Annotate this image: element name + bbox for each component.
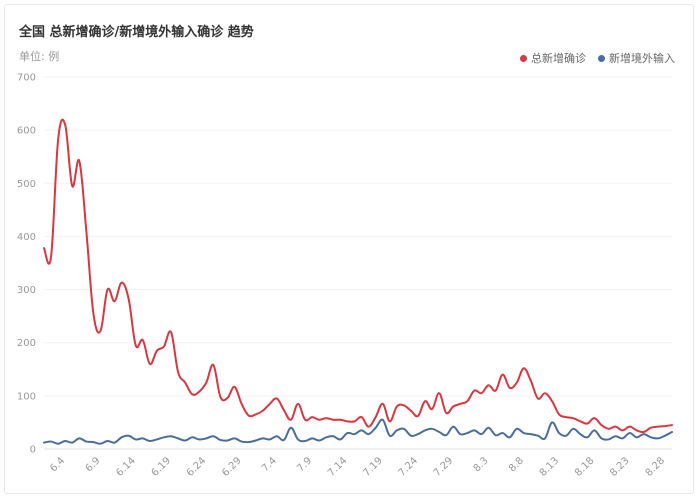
x-tick-label: 7.9 bbox=[295, 455, 314, 474]
y-tick-label: 0 bbox=[30, 445, 36, 456]
y-tick-label: 400 bbox=[17, 232, 36, 243]
legend-item-total[interactable]: 总新增确诊 bbox=[520, 50, 586, 66]
x-tick-label: 8.28 bbox=[644, 455, 668, 479]
x-tick-label: 6.9 bbox=[84, 455, 103, 474]
x-tick-label: 6.24 bbox=[185, 455, 209, 479]
legend-dot-total bbox=[520, 54, 527, 62]
x-tick-label: 8.8 bbox=[507, 455, 526, 474]
y-tick-label: 100 bbox=[17, 391, 36, 402]
y-tick-label: 700 bbox=[17, 73, 36, 84]
x-tick-label: 8.23 bbox=[608, 455, 632, 479]
x-tick-label: 8.18 bbox=[573, 455, 597, 479]
legend-label-imported: 新增境外输入 bbox=[609, 52, 675, 65]
series-line-imported bbox=[43, 418, 673, 445]
chart-title: 全国 总新增确诊/新增境外输入确诊 趋势 bbox=[19, 25, 254, 40]
legend-item-imported[interactable]: 新增境外输入 bbox=[598, 50, 675, 66]
unit-label: 单位: 例 bbox=[19, 50, 60, 63]
y-tick-label: 300 bbox=[17, 285, 36, 296]
x-tick-label: 7.24 bbox=[397, 455, 421, 479]
x-tick-label: 8.3 bbox=[472, 455, 491, 474]
x-tick-label: 7.4 bbox=[260, 455, 279, 474]
chart-card: 全国 总新增确诊/新增境外输入确诊 趋势 单位: 例 总新增确诊 新增境外输入 bbox=[4, 4, 694, 494]
y-tick-label: 500 bbox=[17, 179, 36, 190]
y-tick-label: 600 bbox=[17, 126, 36, 137]
series-line-total-confirmed bbox=[43, 118, 673, 434]
x-tick-label: 7.29 bbox=[432, 455, 456, 479]
y-tick-label: 200 bbox=[17, 338, 36, 349]
x-tick-label: 6.19 bbox=[150, 455, 174, 479]
x-tick-label: 8.13 bbox=[538, 455, 562, 479]
x-tick-label: 6.29 bbox=[220, 455, 244, 479]
x-tick-label: 7.14 bbox=[326, 455, 350, 479]
legend-label-total: 总新增确诊 bbox=[531, 52, 586, 65]
legend-dot-imported bbox=[598, 54, 605, 62]
x-tick-label: 6.4 bbox=[48, 455, 67, 474]
legend: 总新增确诊 新增境外输入 bbox=[508, 50, 675, 66]
x-tick-label: 6.14 bbox=[114, 455, 138, 479]
x-tick-label: 7.19 bbox=[361, 455, 385, 479]
